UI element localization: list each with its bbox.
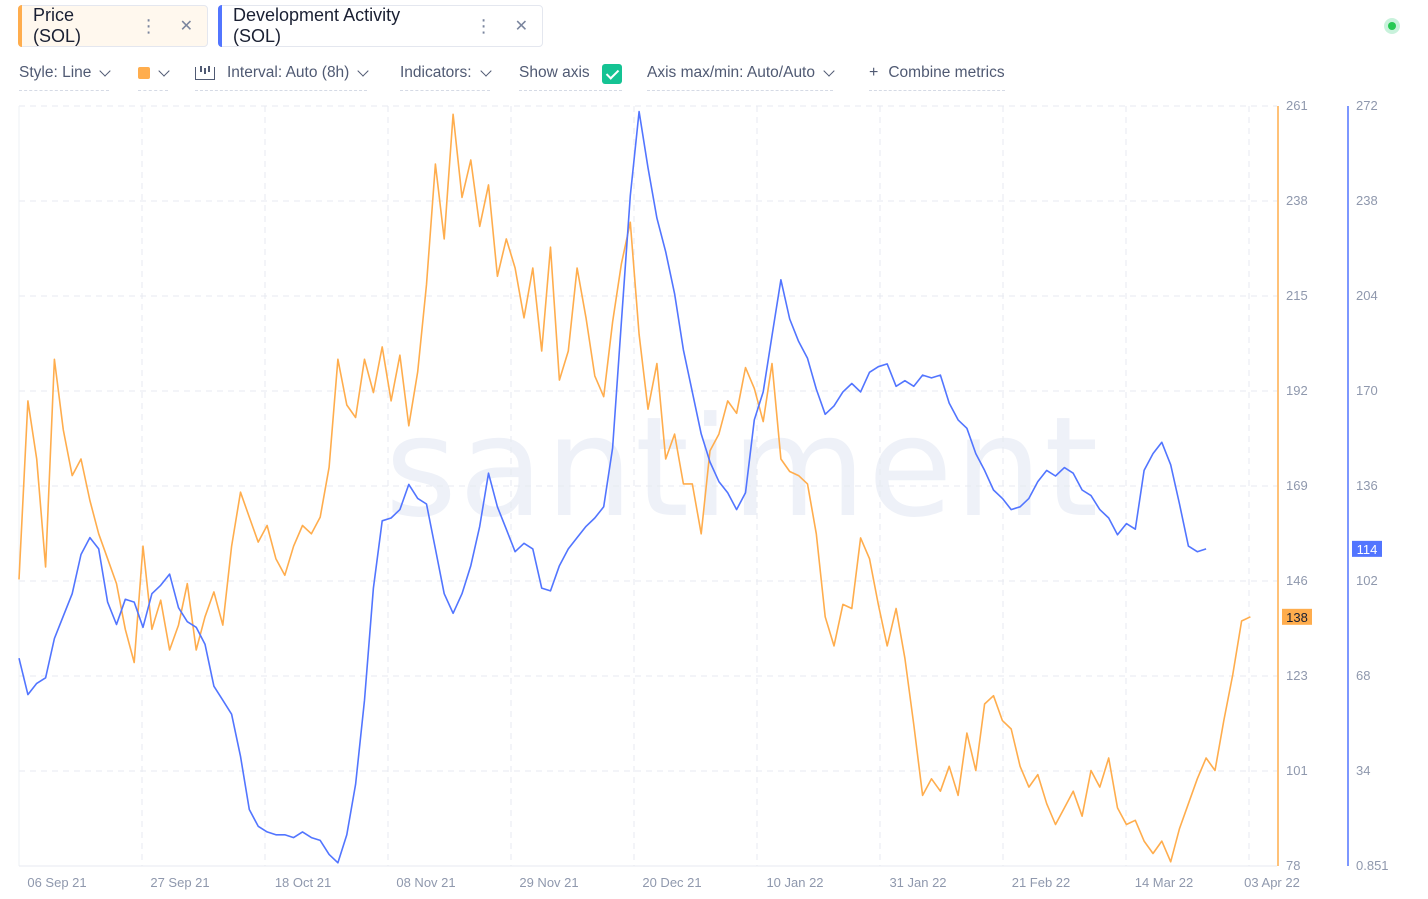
more-options-icon[interactable]: ⋮ xyxy=(474,15,493,36)
y-tick-label: 136 xyxy=(1356,478,1378,493)
y-tick-label: 170 xyxy=(1356,383,1378,398)
x-tick-label: 29 Nov 21 xyxy=(519,875,578,890)
more-options-icon[interactable]: ⋮ xyxy=(139,15,158,36)
series-line-price xyxy=(18,113,1251,863)
y-tick-label: 169 xyxy=(1286,478,1308,493)
style-label: Style: Line xyxy=(19,64,92,81)
x-tick-label: 27 Sep 21 xyxy=(150,875,209,890)
axis-range-dropdown[interactable]: Axis max/min: Auto/Auto xyxy=(647,64,835,91)
y-tick-label: 0.851 xyxy=(1356,858,1389,873)
indicators-dropdown[interactable]: Indicators: xyxy=(400,64,492,91)
ruler-icon xyxy=(195,66,215,80)
y-tick-label: 34 xyxy=(1356,763,1370,778)
chart-lines xyxy=(18,110,1251,864)
y-tick-label: 123 xyxy=(1286,668,1308,683)
metric-color-bar xyxy=(18,5,22,47)
metric-tab-price[interactable]: Price (SOL) ⋮ ✕ xyxy=(18,5,208,47)
y-tick-label: 146 xyxy=(1286,573,1308,588)
metric-tab-label: Development Activity (SOL) xyxy=(233,5,401,46)
santiment-watermark: santiment xyxy=(385,387,1100,548)
y-tick-label: 78 xyxy=(1286,858,1300,873)
x-tick-label: 31 Jan 22 xyxy=(889,875,946,890)
metric-tab-label: Price (SOL) xyxy=(33,5,82,46)
color-swatch xyxy=(138,67,150,79)
y-tick-label: 102 xyxy=(1356,573,1378,588)
axis-range-label: Axis max/min: Auto/Auto xyxy=(647,64,815,81)
x-tick-label: 06 Sep 21 xyxy=(27,875,86,890)
metric-tab-dev-activity[interactable]: Development Activity (SOL) ⋮ ✕ xyxy=(218,5,543,47)
indicators-label: Indicators: xyxy=(400,64,472,81)
y-tick-label: 204 xyxy=(1356,288,1378,303)
x-tick-label: 14 Mar 22 xyxy=(1135,875,1194,890)
x-tick-label: 18 Oct 21 xyxy=(275,875,331,890)
close-icon[interactable]: ✕ xyxy=(179,18,193,35)
x-tick-label: 10 Jan 22 xyxy=(766,875,823,890)
series-line-dev-activity xyxy=(18,110,1207,864)
y-tick-label: 238 xyxy=(1356,193,1378,208)
dev-activity-axis: 0.851 34 68 102 136 170 204 238 272 114 xyxy=(1347,98,1389,873)
plus-icon: + xyxy=(869,64,879,81)
y-tick-label: 68 xyxy=(1356,668,1370,683)
metric-color-bar xyxy=(218,5,222,47)
y-tick-label: 272 xyxy=(1356,98,1378,113)
x-tick-label: 20 Dec 21 xyxy=(642,875,701,890)
y-tick-label: 261 xyxy=(1286,98,1308,113)
last-value-tag xyxy=(1282,608,1312,625)
interval-dropdown[interactable]: Interval: Auto (8h) xyxy=(195,64,370,91)
x-tick-label: 08 Nov 21 xyxy=(396,875,455,890)
style-dropdown[interactable]: Style: Line xyxy=(19,64,112,91)
color-picker[interactable] xyxy=(138,64,170,91)
y-tick-label: 215 xyxy=(1286,288,1308,303)
live-status-indicator xyxy=(1384,18,1400,34)
y-tick-label: 192 xyxy=(1286,383,1308,398)
close-icon[interactable]: ✕ xyxy=(514,18,528,35)
combine-metrics-button[interactable]: + Combine metrics xyxy=(869,64,1005,91)
last-value-label: 114 xyxy=(1357,542,1378,557)
show-axis-label: Show axis xyxy=(519,64,590,81)
y-tick-label: 101 xyxy=(1286,763,1308,778)
last-value-label: 138 xyxy=(1286,610,1308,625)
last-value-tag xyxy=(1352,540,1382,557)
x-axis-labels: 06 Sep 21 27 Sep 21 18 Oct 21 08 Nov 21 29 N… xyxy=(27,875,1299,890)
checkbox-checked-icon[interactable] xyxy=(601,64,622,84)
combine-metrics-label: Combine metrics xyxy=(888,64,1005,81)
show-axis-toggle[interactable]: Show axis xyxy=(519,64,622,91)
price-axis: 78 101 123 146 169 192 215 238 261 138 xyxy=(1277,98,1312,873)
chart-grid xyxy=(18,105,1277,867)
x-tick-label: 03 Apr 22 xyxy=(1244,875,1300,890)
y-tick-label: 238 xyxy=(1286,193,1308,208)
interval-label: Interval: Auto (8h) xyxy=(227,64,350,81)
x-tick-label: 21 Feb 22 xyxy=(1012,875,1071,890)
